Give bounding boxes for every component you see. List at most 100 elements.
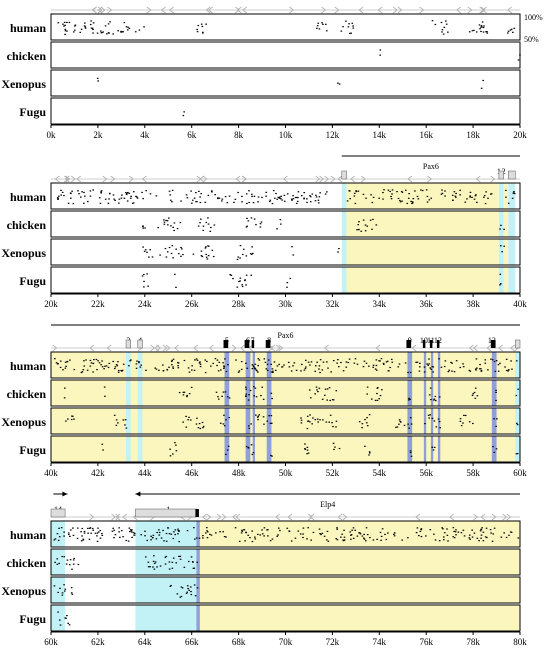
conservation-dot [195,191,197,194]
conservation-dot [136,360,138,362]
conservation-dot [468,537,471,539]
conservation-dot [62,23,64,25]
conservation-dot [473,391,476,394]
conservation-dot [484,536,487,538]
conservation-dot [206,360,208,363]
tick-label: 48k [232,468,246,478]
conservation-dot [217,396,219,398]
conservation-dot [208,245,210,247]
utr-shading [137,436,143,462]
conservation-dot [120,31,122,33]
conservation-dot [510,28,513,30]
conservation-dot [111,530,114,532]
conservation-dot [228,397,231,399]
intron-shading [199,577,520,603]
conservation-dot [352,27,355,29]
conservation-dot [369,219,372,221]
conservation-dot [125,539,128,542]
utr-shading [135,577,197,603]
conservation-dot [319,533,321,535]
exon-shading [437,352,441,378]
conservation-dot [307,420,309,422]
conservation-dot [306,453,308,455]
conservation-dot [89,190,92,192]
conservation-dot [309,196,312,198]
conservation-dot [219,531,221,533]
conservation-dot [297,196,299,199]
repeat-arrow-icon [205,6,211,14]
conservation-dot [453,530,455,533]
conservation-dot [120,30,122,33]
conservation-dot [308,389,311,391]
conservation-dot [464,201,467,203]
tick-label: 38k [466,299,480,309]
conservation-dot [317,199,320,201]
conservation-dot [421,189,424,192]
conservation-dot [307,527,309,529]
conservation-dot [201,25,204,28]
conservation-dot [283,364,285,366]
tick-label: 28k [232,299,246,309]
conservation-dot [259,223,262,225]
conservation-dot [210,365,212,367]
conservation-dot [170,533,173,535]
conservation-dot [286,527,289,529]
conservation-dot [451,370,453,372]
exon-box [223,340,229,348]
conservation-dot [450,361,452,364]
conservation-dot [446,528,448,530]
conservation-dot [412,198,415,200]
conservation-dot [391,189,394,191]
species-label: Xenopus [1,415,46,429]
conservation-dot [219,422,222,424]
exon-shading [407,408,413,434]
conservation-dot [142,246,144,248]
conservation-dot [218,197,221,199]
repeat-arrow-icon [91,6,97,14]
conservation-dot [165,532,168,535]
conservation-dot [408,427,410,429]
panel-3: Pax6345678910111213humanchickenXenopusFu… [1,324,527,478]
conservation-dot [269,199,272,201]
tick-label: 14k [373,130,387,140]
conservation-dot [71,190,73,192]
repeat-arrow-icon [275,344,281,352]
conservation-dot [345,361,348,363]
conservation-dot [270,422,273,424]
conservation-dot [485,527,488,529]
conservation-dot [482,26,485,29]
conservation-dot [151,537,154,539]
conservation-dot [206,530,208,532]
track-border [50,548,521,576]
conservation-dot [469,195,472,197]
conservation-dot [57,611,59,613]
conservation-dot [391,193,393,195]
conservation-dot [357,224,360,226]
conservation-dot [193,369,196,371]
species-label: chicken [7,49,47,63]
conservation-dot [70,587,73,589]
tick-label: 20k [513,130,527,140]
conservation-dot [180,595,183,598]
conservation-dot [64,30,67,32]
exon-shading [423,380,427,406]
repeat-arrow-icon [65,175,71,183]
conservation-dot [399,201,402,203]
conservation-dot [365,527,368,529]
repeat-arrow-icon [323,344,329,352]
conservation-dot [150,535,152,537]
conservation-dot [347,361,350,364]
conservation-dot [72,559,75,561]
conservation-dot [155,195,158,197]
conservation-dot [138,361,140,363]
conservation-dot [225,536,227,538]
conservation-dot [451,362,453,364]
repeat-arrow-icon [407,175,413,183]
track-border [50,520,521,548]
conservation-dot [513,192,516,195]
conservation-dot [186,197,189,199]
conservation-dot [356,535,359,537]
exon-shading [430,352,434,378]
conservation-dot [177,253,180,255]
conservation-dot [516,424,519,426]
